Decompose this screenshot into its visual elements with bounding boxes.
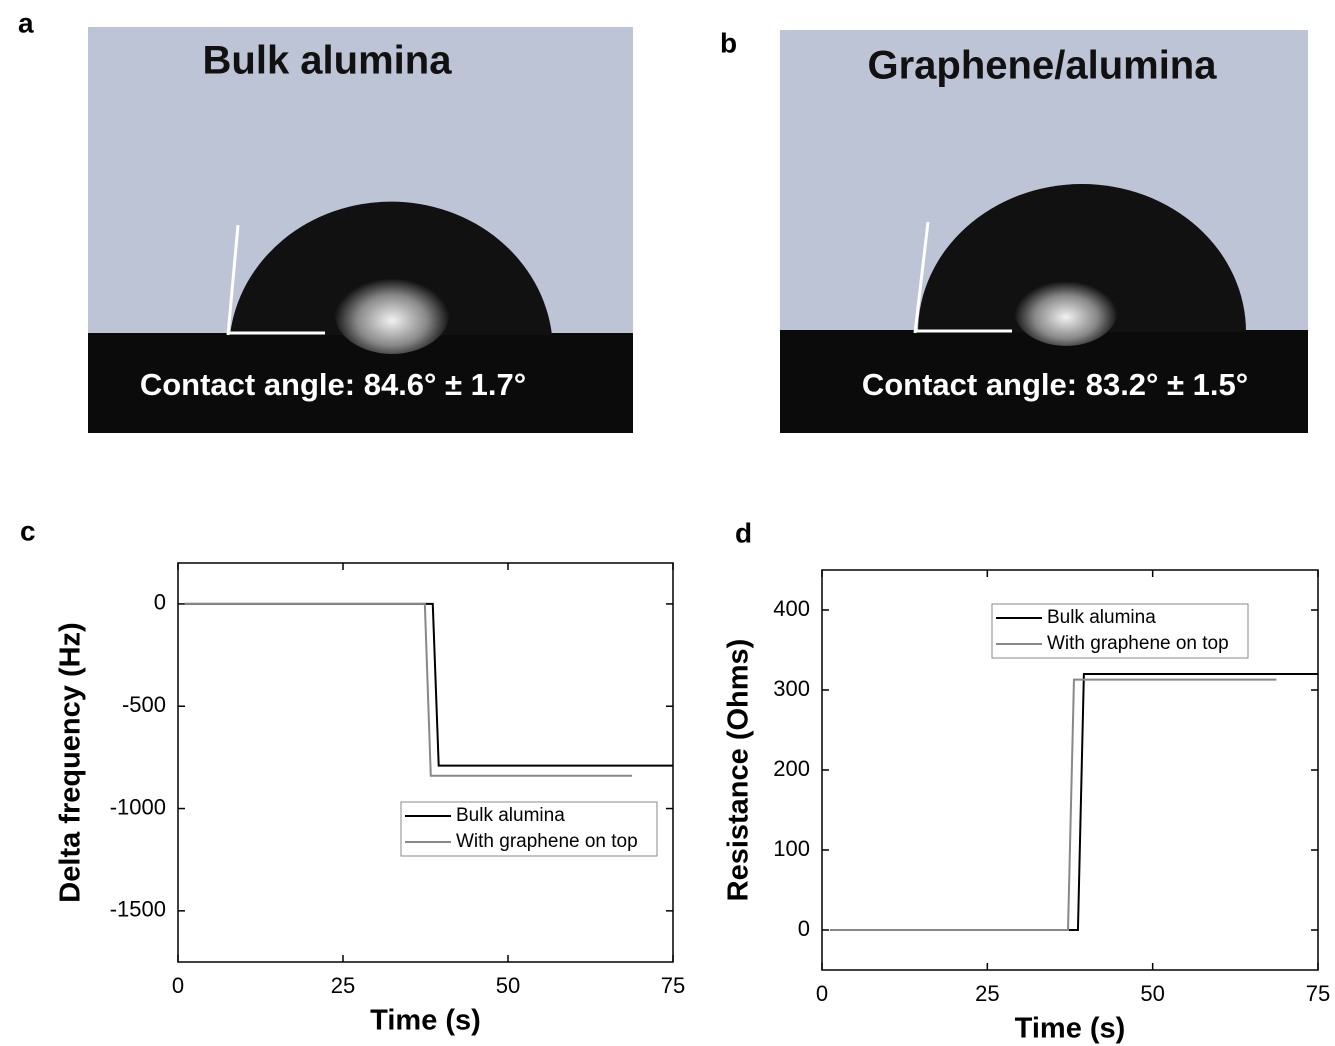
x-tick-label: 0 — [172, 973, 184, 998]
series-line — [184, 602, 633, 777]
x-tick-label: 25 — [975, 981, 999, 1006]
x-tick-label: 50 — [1140, 981, 1164, 1006]
panel-label: a — [18, 7, 34, 38]
y-tick-label: -1500 — [110, 897, 166, 922]
x-tick-label: 75 — [661, 973, 685, 998]
x-axis-label: Time (s) — [1015, 1013, 1126, 1045]
panel-label: b — [720, 27, 737, 58]
panel-label: c — [20, 515, 36, 546]
photo-title: Graphene/alumina — [868, 44, 1218, 88]
photo-caption: Contact angle: 83.2° ± 1.5° — [862, 367, 1248, 402]
y-tick-label: 0 — [154, 590, 166, 615]
series-line — [829, 678, 1277, 931]
y-axis-label: Resistance (Ohms) — [723, 639, 755, 902]
legend-box — [991, 603, 1249, 659]
legend-label: Bulk alumina — [456, 805, 565, 826]
photo-b — [780, 30, 1308, 433]
plot-frame — [177, 562, 674, 963]
photo-a — [88, 27, 633, 433]
y-axis-label: Delta frequency (Hz) — [55, 622, 87, 902]
y-tick-label: 400 — [773, 596, 810, 621]
photo-caption: Contact angle: 84.6° ± 1.7° — [140, 367, 526, 402]
x-axis-label: Time (s) — [370, 1005, 481, 1037]
panel-label: d — [735, 517, 752, 548]
x-tick-label: 25 — [331, 973, 355, 998]
y-tick-label: -1000 — [110, 794, 166, 819]
x-tick-label: 0 — [816, 981, 828, 1006]
photo-title: Bulk alumina — [203, 39, 453, 83]
y-tick-label: 200 — [773, 756, 810, 781]
x-tick-label: 75 — [1306, 981, 1330, 1006]
legend-label: Bulk alumina — [1047, 607, 1156, 628]
legend-label: With graphene on top — [1047, 633, 1229, 654]
legend-label: With graphene on top — [456, 831, 638, 852]
y-tick-label: 100 — [773, 836, 810, 861]
legend-box — [400, 801, 658, 857]
x-tick-label: 50 — [496, 973, 520, 998]
y-tick-label: -500 — [122, 692, 166, 717]
y-tick-label: 300 — [773, 676, 810, 701]
y-tick-label: 0 — [798, 916, 810, 941]
